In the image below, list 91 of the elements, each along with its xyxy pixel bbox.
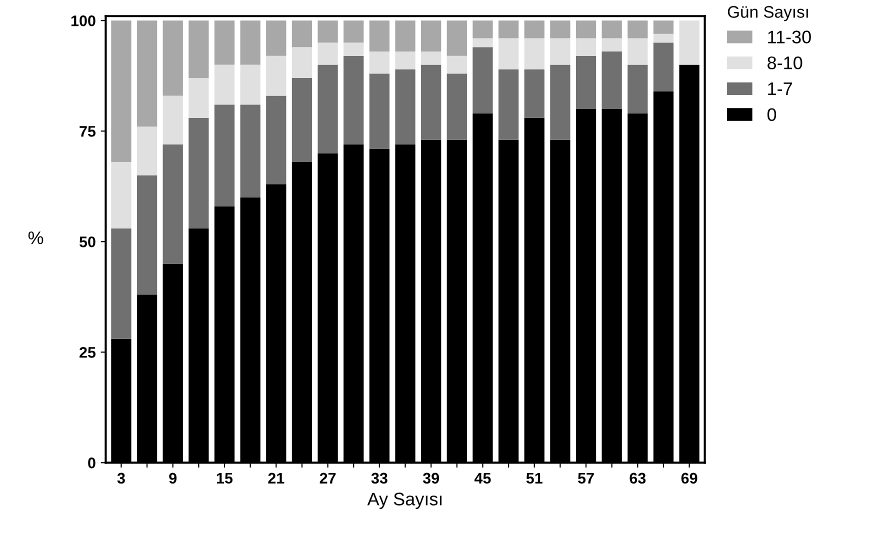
- bar: [136, 175, 158, 295]
- x-tick-label: 21: [268, 472, 284, 484]
- bar: [369, 74, 390, 149]
- legend-label: 0: [767, 108, 776, 121]
- bar: [524, 69, 544, 118]
- x-tick-label: 39: [422, 472, 440, 484]
- bar: [602, 52, 622, 109]
- bar: [628, 64, 648, 114]
- bar: [188, 20, 209, 78]
- bar: [550, 38, 570, 65]
- bar: [292, 47, 312, 78]
- bar: [472, 20, 493, 38]
- y-axis-title: %: [28, 232, 44, 244]
- bar: [576, 56, 596, 109]
- bar: [498, 20, 519, 38]
- y-tick-label: 50: [79, 236, 96, 248]
- x-tick-label: 69: [681, 472, 698, 484]
- bar: [472, 38, 493, 48]
- bar: [550, 20, 570, 38]
- bar: [369, 52, 390, 74]
- legend-label: 8-10: [768, 56, 802, 70]
- y-tick-label: 75: [80, 126, 96, 137]
- bar: [653, 34, 674, 43]
- bar: [679, 20, 700, 65]
- bar: [344, 20, 364, 43]
- bar: [318, 64, 338, 154]
- bar: [214, 104, 235, 206]
- bar: [240, 64, 260, 105]
- bar: [162, 20, 183, 96]
- bar: [395, 52, 416, 70]
- x-tick-label: 9: [169, 472, 177, 484]
- legend-label: 1-7: [768, 82, 792, 95]
- bar: [266, 96, 286, 184]
- y-tick-label: 100: [71, 15, 96, 26]
- bar: [524, 20, 544, 38]
- bar: [472, 47, 493, 114]
- bar: [602, 38, 622, 52]
- x-tick-label: 33: [371, 472, 388, 484]
- bar: [318, 20, 338, 43]
- bar: [421, 20, 442, 52]
- x-tick-label: 63: [630, 472, 646, 484]
- bar: [344, 42, 364, 56]
- bar: [628, 38, 648, 65]
- bar: [162, 96, 183, 144]
- bar: [111, 228, 132, 339]
- bar: [653, 20, 674, 34]
- bar: [524, 38, 544, 70]
- bar: [188, 118, 209, 228]
- legend-title: Gün Sayısı: [728, 6, 808, 22]
- bar: [498, 69, 519, 140]
- bar: [136, 126, 158, 176]
- x-tick-label: 27: [320, 472, 336, 484]
- bar: [136, 20, 158, 127]
- bar: [576, 20, 596, 38]
- bar: [576, 38, 596, 56]
- y-tick-label: 0: [88, 458, 96, 468]
- bar: [214, 64, 235, 105]
- bar: [188, 78, 209, 118]
- x-tick-label: 57: [578, 472, 594, 484]
- bar: [111, 162, 132, 228]
- bar: [628, 20, 648, 38]
- bar: [240, 104, 260, 198]
- bar: [266, 56, 286, 96]
- bar: [446, 20, 467, 56]
- bar: [266, 20, 286, 56]
- bar: [395, 20, 416, 52]
- bar: [369, 20, 390, 52]
- bar: [421, 52, 442, 65]
- legend-label: 11-30: [768, 30, 811, 44]
- bar: [421, 64, 442, 140]
- bar: [395, 69, 416, 144]
- bar: [498, 38, 519, 70]
- bar: [318, 42, 338, 65]
- bar: [653, 42, 674, 92]
- bar: [240, 20, 260, 65]
- bar: [111, 20, 132, 162]
- bar: [446, 74, 467, 140]
- x-axis-title: Ay Sayısı: [367, 492, 442, 510]
- y-tick-label: 25: [80, 347, 96, 358]
- bar: [550, 64, 570, 140]
- x-tick-label: 15: [216, 472, 233, 484]
- x-tick-label: 3: [117, 472, 125, 484]
- x-tick-label: 45: [474, 472, 491, 484]
- bar: [292, 78, 312, 162]
- bar: [602, 20, 622, 38]
- x-tick-label: 51: [526, 472, 542, 484]
- bar: [214, 20, 235, 65]
- bar: [446, 56, 467, 74]
- bar: [344, 56, 364, 144]
- bar: [162, 144, 183, 264]
- bar: [292, 20, 312, 48]
